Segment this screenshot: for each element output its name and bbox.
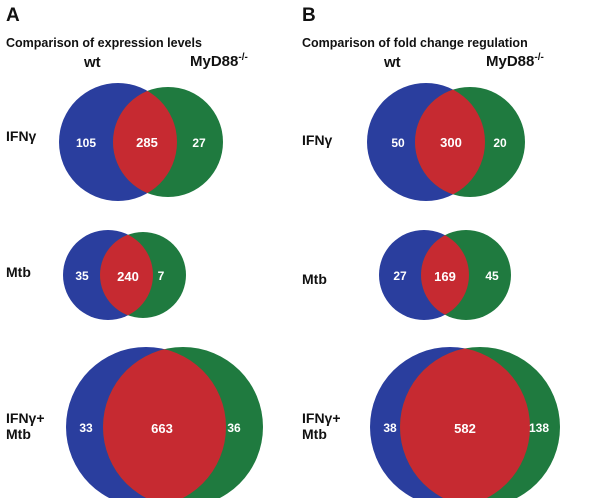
panel-a-row1-overlap-count: 285: [136, 135, 158, 150]
panel-b-myd88-sup: -/-: [534, 52, 544, 63]
panel-b-row2-overlap-count: 169: [434, 269, 456, 284]
panel-a-row3-myd88-only: 36: [227, 421, 241, 435]
panel-b-row1-wt-only: 50: [391, 136, 405, 150]
panel-a-row3-wt-only: 33: [79, 421, 93, 435]
panel-a-row2-overlap-count: 240: [117, 269, 139, 284]
panel-b-row1-overlap: [415, 87, 485, 197]
panel-b-row3-label: IFNγ+ Mtb: [302, 410, 341, 442]
panel-b-row1-label: IFNγ: [302, 132, 333, 148]
panel-b-row3-wt-only: 38: [383, 421, 397, 435]
panel-a-myd88-text: MyD88: [190, 53, 239, 70]
panel-a-row2-venn: 35 240 7: [63, 230, 186, 320]
panel-a-myd88-sup: -/-: [238, 52, 248, 63]
panel-a-row3-label-line1: IFNγ+: [6, 410, 45, 426]
panel-b-row2-label: Mtb: [302, 271, 327, 287]
panel-b-wt-header: wt: [384, 54, 401, 71]
panel-a-row2-wt-only: 35: [75, 269, 89, 283]
panel-b-row3-venn: 38 582 138: [370, 347, 560, 498]
panel-a-wt-header: wt: [84, 54, 101, 71]
panel-b-row1-venn: 50 300 20: [367, 83, 525, 201]
panel-b-title: Comparison of fold change regulation: [302, 36, 528, 50]
panel-a-row3-overlap-count: 663: [151, 421, 173, 436]
panel-b-row2-wt-only: 27: [393, 269, 407, 283]
panel-b-myd88-header: MyD88-/-: [486, 52, 544, 70]
panel-b-row2-myd88-only: 45: [485, 269, 499, 283]
panel-b-row3-overlap-count: 582: [454, 421, 476, 436]
panel-a-row3-venn: 33 663 36: [66, 347, 263, 498]
panel-b-row1-overlap-count: 300: [440, 135, 462, 150]
panel-a-row1-myd88-only: 27: [192, 136, 206, 150]
panel-b-myd88-text: MyD88: [486, 53, 535, 70]
panel-a-row2-myd88-only: 7: [158, 269, 165, 283]
panel-a-myd88-header: MyD88-/-: [190, 52, 248, 70]
panel-a-row2-label: Mtb: [6, 264, 31, 280]
panel-a-row1-label: IFNγ: [6, 128, 37, 144]
panel-b-row2-overlap: [421, 230, 469, 320]
panel-a-row2-overlap: [100, 232, 153, 318]
panel-b-letter: B: [302, 5, 316, 26]
panel-b-row3-label-line1: IFNγ+: [302, 410, 341, 426]
panel-a-row1-venn: 105 285 27: [59, 83, 223, 201]
panel-a-title: Comparison of expression levels: [6, 36, 202, 50]
panel-b-row3-myd88-only: 138: [529, 421, 549, 435]
panel-b-row2-venn: 27 169 45: [379, 230, 511, 320]
panel-a-row3-label-line2: Mtb: [6, 426, 31, 442]
panel-a-row1-overlap: [113, 87, 177, 197]
panel-a-row3-label: IFNγ+ Mtb: [6, 410, 45, 442]
panel-a-row1-wt-only: 105: [76, 136, 96, 150]
panel-a-letter: A: [6, 5, 20, 26]
panel-b-row1-myd88-only: 20: [493, 136, 507, 150]
panel-b-row3-label-line2: Mtb: [302, 426, 327, 442]
